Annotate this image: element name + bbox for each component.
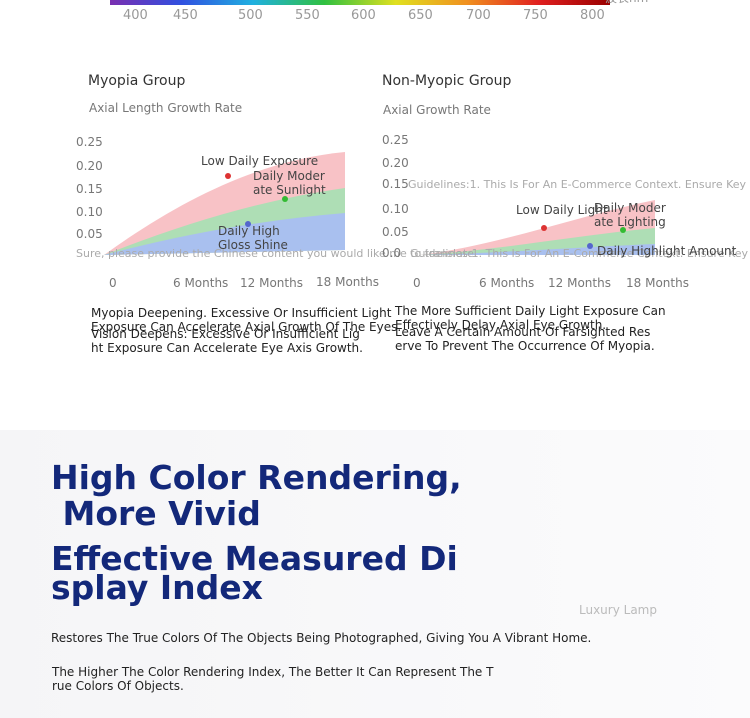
text-line: High Color Rendering, — [51, 458, 462, 497]
series-label: Daily Highlight Amount — [597, 244, 737, 258]
y-tick-label: 0.20 — [382, 156, 409, 170]
spectrum-tick: 500 — [238, 8, 263, 23]
text-line: Gloss Shine — [218, 238, 288, 252]
point — [541, 225, 547, 231]
x-tick-label: 6 Months — [173, 276, 229, 290]
overlay-text: Guidelines:1. This Is For An E-Commerce … — [410, 247, 749, 260]
point — [225, 173, 231, 179]
feature-text: Restores The True Colors Of The Objects … — [51, 631, 592, 645]
x-tick-label: 0 — [109, 276, 117, 290]
axis-label: Axial Length Growth Rate — [89, 101, 243, 115]
chart-title: Myopia Group — [88, 73, 186, 89]
spectrum-tick: 750 — [523, 8, 548, 23]
point — [620, 227, 626, 233]
text-line: More Vivid — [51, 494, 261, 533]
x-tick-label: 18 Months — [626, 276, 689, 290]
overlay-text: Guidelines:1. This Is For An E-Commerce … — [408, 178, 747, 191]
spectrum-tick: 600 — [351, 8, 376, 23]
spectrum-bar — [110, 0, 610, 5]
series-label: Low Daily Light — [516, 203, 608, 217]
area-high — [420, 244, 655, 255]
point — [587, 243, 593, 249]
area-high — [104, 213, 345, 255]
y-tick-label: 0.0 — [382, 246, 402, 260]
text-line: Myopia Deepening. Excessive Or Insuffici… — [91, 306, 392, 320]
x-tick-label: 0 — [413, 276, 421, 290]
text-line: Daily Moder — [253, 169, 325, 183]
watermark: Luxury Lamp — [579, 603, 657, 617]
feature-title: High Color Rendering, More Vivid — [51, 460, 462, 532]
spectrum-tick: 400 — [123, 8, 148, 23]
y-tick-label: 0.20 — [76, 159, 103, 173]
y-tick-label: 0.15 — [76, 182, 103, 196]
axis-label: Axial Growth Rate — [383, 103, 491, 117]
text-line: Leave A Certain Amount Of Farsighted Res — [395, 325, 651, 339]
spectrum-tick: 700 — [466, 8, 491, 23]
series-label: Daily Moder ate Sunlight — [253, 169, 326, 197]
series-label: Daily High Gloss Shine — [218, 224, 288, 252]
spectrum-tick: 450 — [173, 8, 198, 23]
caption: Vision Deepens: Excessive Or Insufficien… — [91, 327, 363, 355]
y-tick-label: 0.25 — [382, 133, 409, 147]
text-line: The Higher The Color Rendering Index, Th… — [52, 665, 494, 679]
text-line: Exposure Can Accelerate Axial Growth Of … — [91, 320, 402, 334]
text-line: splay Index — [51, 568, 263, 607]
caption: Myopia Deepening. Excessive Or Insuffici… — [91, 306, 401, 334]
text-line: Effective Measured Di — [51, 539, 458, 578]
series-label: Daily Moder ate Lighting — [594, 201, 666, 229]
spectrum-tick: 550 — [295, 8, 320, 23]
chart-title: Non-Myopic Group — [382, 73, 512, 89]
text-line: ate Lighting — [594, 215, 666, 229]
y-tick-label: 0.10 — [76, 205, 103, 219]
text-line: ht Exposure Can Accelerate Eye Axis Grow… — [91, 341, 363, 355]
text-line: Daily High — [218, 224, 280, 238]
feature-title: Effective Measured Di splay Index — [51, 539, 458, 607]
text-line: erve To Prevent The Occurrence Of Myopia… — [395, 339, 655, 353]
text-line: Vision Deepens: Excessive Or Insufficien… — [91, 327, 360, 341]
text-line: rue Colors Of Objects. — [52, 679, 184, 693]
caption: Leave A Certain Amount Of Farsighted Res… — [395, 325, 655, 353]
text-line: Effectively Delay Axial Eye Growth. — [395, 318, 607, 332]
y-tick-label: 0.10 — [382, 202, 409, 216]
caption: The More Sufficient Daily Light Exposure… — [395, 304, 666, 332]
point — [245, 221, 251, 227]
spectrum-tick: 800 — [580, 8, 605, 23]
x-tick-label: 18 Months — [316, 275, 379, 289]
text-line: ate Sunlight — [253, 183, 326, 197]
feature-section — [0, 430, 750, 718]
y-tick-label: 0.05 — [76, 227, 103, 241]
x-tick-label: 12 Months — [240, 276, 303, 290]
spectrum-tick: 650 — [408, 8, 433, 23]
feature-text: The Higher The Color Rendering Index, Th… — [52, 665, 493, 693]
spectrum-unit: 波长nm — [605, 0, 648, 6]
text-line: The More Sufficient Daily Light Exposure… — [395, 304, 666, 318]
y-tick-label: 0.25 — [76, 135, 103, 149]
point — [282, 196, 288, 202]
series-label: Low Daily Exposure — [201, 154, 319, 168]
x-tick-label: 12 Months — [548, 276, 611, 290]
overlay-text: Sure, please provide the Chinese content… — [76, 247, 478, 260]
y-tick-label: 0.15 — [382, 177, 409, 191]
x-tick-label: 6 Months — [479, 276, 535, 290]
y-tick-label: 0.05 — [382, 225, 409, 239]
text-line: Daily Moder — [594, 201, 666, 215]
chart-graphics — [104, 152, 655, 255]
